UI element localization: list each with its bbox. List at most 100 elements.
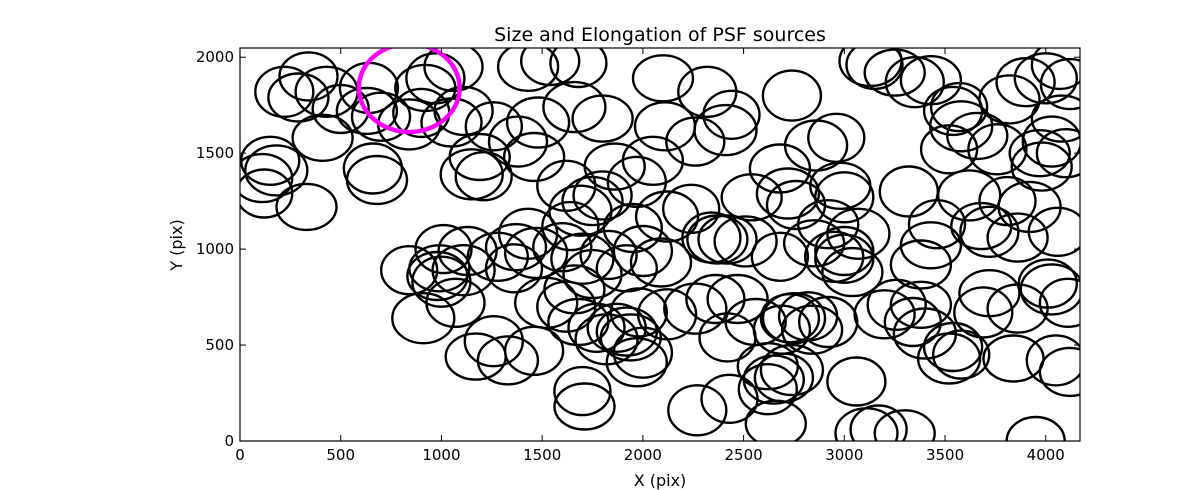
source-ellipse — [579, 229, 638, 281]
source-ellipse — [959, 205, 1020, 259]
source-ellipse — [889, 280, 953, 329]
source-ellipse — [953, 286, 1014, 339]
source-ellipse — [454, 150, 513, 202]
source-ellipse — [706, 273, 769, 325]
y-axis-label: Y (pix) — [167, 219, 186, 271]
source-ellipse — [978, 74, 1041, 125]
source-ellipse — [342, 142, 404, 195]
source-ellipse — [700, 373, 759, 424]
y-tick-label: 1500 — [196, 144, 234, 162]
source-ellipse — [244, 144, 309, 197]
source-ellipse — [406, 250, 469, 302]
x-tick-label: 1500 — [523, 446, 561, 464]
source-ellipse — [1019, 263, 1080, 316]
source-ellipse — [240, 135, 301, 187]
source-ellipse — [863, 48, 926, 97]
source-ellipse — [1039, 57, 1080, 111]
source-ellipse — [720, 173, 783, 222]
source-ellipse — [541, 200, 600, 252]
source-ellipse — [267, 72, 330, 123]
source-ellipse — [849, 404, 908, 441]
source-ellipse — [414, 223, 473, 275]
source-ellipse — [502, 131, 566, 183]
source-ellipse — [755, 167, 821, 220]
source-ellipse — [798, 295, 859, 349]
source-ellipse — [476, 335, 540, 386]
source-ellipse — [922, 321, 984, 373]
source-ellipse — [550, 232, 615, 285]
x-tick-label: 3500 — [926, 446, 964, 464]
source-ellipse — [978, 175, 1037, 227]
source-ellipse — [433, 85, 494, 137]
source-ellipse — [536, 280, 597, 333]
source-ellipse — [932, 329, 991, 380]
source-ellipse — [946, 111, 1009, 161]
x-tick-label: 2000 — [624, 446, 662, 464]
source-ellipse — [423, 48, 484, 92]
x-tick-label: 0 — [235, 446, 245, 464]
source-ellipse — [919, 124, 979, 175]
plot-frame — [239, 47, 1081, 442]
source-ellipse — [750, 231, 810, 282]
source-ellipse — [702, 89, 761, 141]
source-ellipse — [505, 96, 571, 149]
source-ellipse — [826, 207, 891, 261]
source-ellipse — [1008, 128, 1071, 178]
y-tick-label: 0 — [224, 432, 234, 450]
x-tick-label: 1000 — [422, 446, 460, 464]
source-ellipse — [496, 48, 560, 92]
source-ellipse — [240, 152, 294, 204]
source-ellipse — [744, 399, 807, 441]
source-ellipse — [1038, 346, 1080, 398]
source-ellipse — [553, 365, 612, 417]
source-ellipse — [1038, 277, 1080, 328]
source-ellipse — [814, 225, 875, 277]
source-ellipse — [439, 148, 504, 201]
source-ellipse — [1035, 128, 1080, 179]
source-ellipse — [929, 81, 989, 133]
source-ellipse — [291, 113, 354, 163]
source-ellipse — [1030, 94, 1080, 143]
y-axis: 0 500 1000 1500 2000 — [196, 48, 1080, 450]
source-ellipse — [547, 297, 610, 347]
source-ellipse — [561, 175, 624, 227]
source-ellipse — [586, 302, 647, 353]
source-ellipse — [780, 304, 844, 355]
source-ellipse — [950, 201, 1013, 251]
source-ellipse — [986, 212, 1049, 263]
source-ellipse — [595, 306, 658, 357]
highlighted-source-ellipse — [356, 48, 462, 135]
source-ellipse — [929, 100, 994, 153]
source-ellipse — [621, 135, 685, 187]
source-ellipse — [667, 384, 728, 437]
source-ellipse — [463, 315, 524, 368]
source-ellipse — [1030, 48, 1080, 91]
source-ellipse — [697, 214, 758, 265]
source-ellipse — [685, 273, 746, 325]
source-ellipse — [605, 337, 668, 388]
x-axis: 0 500 1000 1500 2000 2500 3000 3500 4000 — [235, 48, 1065, 464]
source-ellipse — [761, 292, 827, 345]
source-ellipse — [1010, 141, 1073, 192]
source-ellipse — [821, 246, 884, 298]
source-ellipse — [866, 278, 927, 331]
source-ellipse — [240, 168, 294, 219]
source-ellipse — [275, 182, 338, 232]
source-ellipse — [838, 48, 903, 88]
source-ellipse — [665, 116, 726, 167]
source-ellipse — [1005, 415, 1066, 441]
source-ellipse — [335, 86, 399, 136]
source-ellipse — [713, 215, 778, 268]
source-ellipse — [571, 94, 634, 143]
source-ellipse — [814, 171, 875, 224]
source-ellipse — [782, 219, 846, 268]
source-ellipse — [487, 115, 549, 168]
source-ellipse — [448, 132, 511, 182]
source-ellipse — [636, 288, 698, 341]
x-tick-label: 3000 — [825, 446, 863, 464]
source-ellipse — [444, 332, 507, 381]
axes-frame — [239, 47, 1081, 442]
source-ellipse — [724, 297, 787, 347]
source-ellipse — [873, 409, 936, 441]
